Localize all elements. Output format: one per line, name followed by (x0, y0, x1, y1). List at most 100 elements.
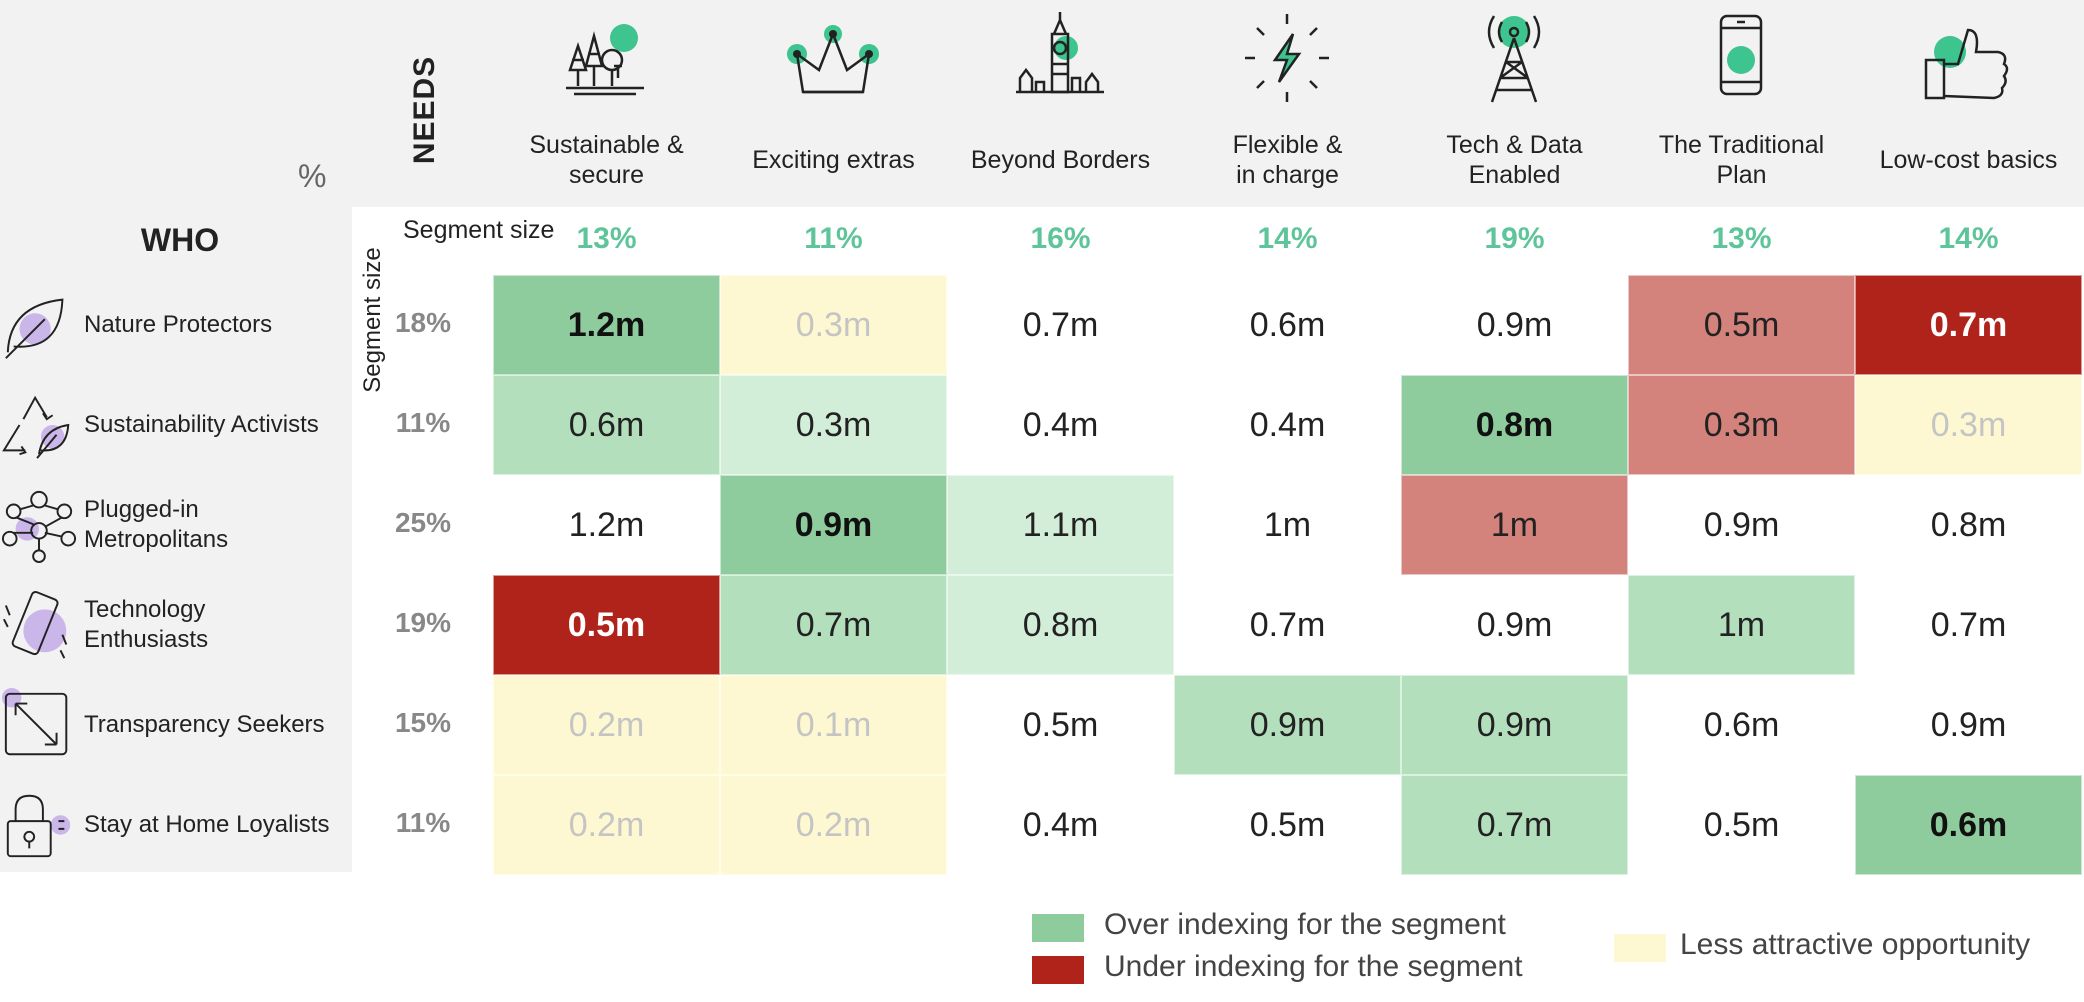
heatmap-cell: 1.2m (493, 275, 720, 375)
column-segment-size: 13% (576, 222, 637, 255)
heatmap-cell: 0.9m (1401, 575, 1628, 675)
heatmap-cell: 0.7m (1855, 575, 2082, 675)
legend-swatch (1614, 934, 1666, 962)
heatmap-cell: 0.9m (1628, 475, 1855, 575)
heatmap-cell: 1m (1628, 575, 1855, 675)
column-header: Sustainable & secure (493, 8, 720, 208)
row-label-line: Sustainability Activists (84, 411, 319, 438)
column-segment-size: 14% (1938, 222, 1999, 255)
segment-size-label: Segment size (403, 216, 555, 244)
recycle-leaf-icon (0, 385, 78, 465)
heatmap-cell: 0.9m (1401, 275, 1628, 375)
row-segment-size: 18% (394, 307, 452, 338)
leaf-icon (0, 285, 78, 365)
heatmap-cell: 0.1m (720, 675, 947, 775)
heatmap-cell: 0.8m (1855, 475, 2082, 575)
row-segment-size: 11% (395, 407, 451, 438)
row-label-line: Plugged-in (84, 496, 199, 523)
smartphone-icon (0, 585, 78, 665)
legend-swatch (1032, 956, 1084, 984)
column-label-line: secure (568, 161, 645, 189)
heatmap-cell: 0.5m (493, 575, 720, 675)
row-segment-size: 15% (394, 707, 452, 738)
big-ben-icon (1010, 8, 1110, 138)
heatmap-cell: 0.6m (1628, 675, 1855, 775)
column-header: Flexible & in charge (1174, 8, 1401, 208)
forest-icon (556, 8, 656, 138)
legend-label: Over indexing for the segment (1104, 908, 1506, 941)
row-header: Plugged-in Metropolitans (0, 475, 352, 575)
column-label-line: The Traditional (1658, 131, 1825, 159)
column-label-line: Tech & Data (1446, 131, 1583, 159)
heatmap-cell: 0.7m (1855, 275, 2082, 375)
legend-label: Less attractive opportunity (1680, 928, 2031, 961)
who-label: WHO (140, 222, 220, 258)
thumbs-up-icon (1918, 8, 2018, 138)
legend-swatch (1032, 914, 1084, 942)
heatmap-cell: 0.9m (1855, 675, 2082, 775)
legend-label: Under indexing for the segment (1104, 950, 1523, 983)
column-segment-size: 13% (1711, 222, 1772, 255)
heatmap-cell: 1m (1401, 475, 1628, 575)
heatmap-cell: 0.3m (1628, 375, 1855, 475)
heatmap-cell: 0.3m (1855, 375, 2082, 475)
header-background (0, 0, 2084, 207)
column-label-line: Flexible & (1232, 131, 1343, 159)
heatmap-cell: 0.8m (947, 575, 1174, 675)
column-label: Beyond Borders (947, 145, 1174, 175)
column-label: Sustainable & secure (493, 130, 720, 190)
column-segment-size: 11% (804, 222, 863, 255)
heatmap-cell: 0.5m (947, 675, 1174, 775)
needs-label: NEEDS (400, 55, 450, 165)
column-segment-size: 14% (1257, 222, 1318, 255)
row-label-line: Metropolitans (84, 526, 229, 553)
heatmap-cell: 0.2m (493, 775, 720, 875)
padlock-icon (0, 785, 78, 865)
row-label: Technology Enthusiasts (84, 575, 208, 675)
column-label-line: Exciting extras (752, 146, 915, 174)
heatmap-cell: 0.9m (1401, 675, 1628, 775)
needs-label-text: NEEDS (408, 55, 441, 165)
row-header-background (0, 207, 352, 872)
column-label: Low-cost basics (1855, 145, 2082, 175)
column-header: The Traditional Plan (1628, 8, 1855, 208)
column-label: The Traditional Plan (1628, 130, 1855, 190)
heatmap-cell: 0.2m (493, 675, 720, 775)
column-label: Exciting extras (720, 145, 947, 175)
heatmap-cell: 0.2m (720, 775, 947, 875)
column-header: Beyond Borders (947, 8, 1174, 208)
antenna-tower-icon (1464, 8, 1564, 138)
heatmap-cell: 1m (1174, 475, 1401, 575)
row-header: Stay at Home Loyalists (0, 775, 352, 875)
row-label: Stay at Home Loyalists (84, 775, 329, 875)
crown-icon (783, 8, 883, 138)
row-segment-size: 11% (395, 807, 451, 838)
row-label-line: Transparency Seekers (84, 711, 325, 738)
column-header: Low-cost basics (1855, 8, 2082, 208)
heatmap-cell: 1.1m (947, 475, 1174, 575)
heatmap-cell: 0.4m (947, 375, 1174, 475)
heatmap-cell: 0.4m (947, 775, 1174, 875)
column-label: Flexible & in charge (1174, 130, 1401, 190)
row-label-line: Technology (84, 596, 206, 623)
row-header: Nature Protectors (0, 275, 352, 375)
column-label-line: Low-cost basics (1879, 146, 2058, 174)
heatmap-cell: 0.6m (493, 375, 720, 475)
column-segment-size: 19% (1484, 222, 1545, 255)
row-segment-size: 19% (394, 607, 452, 638)
row-label: Plugged-in Metropolitans (84, 475, 228, 575)
heatmap-cell: 0.3m (720, 275, 947, 375)
row-header: Transparency Seekers (0, 675, 352, 775)
column-header: Tech & Data Enabled (1401, 8, 1628, 208)
lightning-icon (1237, 8, 1337, 138)
network-people-icon (0, 485, 78, 565)
heatmap-cell: 0.9m (720, 475, 947, 575)
row-segment-size: 25% (394, 507, 452, 538)
column-label-line: Enabled (1468, 161, 1561, 189)
row-label-line: Stay at Home Loyalists (84, 811, 330, 838)
column-label-line: Sustainable & (529, 131, 684, 159)
heatmap-cell: 0.7m (1174, 575, 1401, 675)
heatmap-cell: 0.7m (1401, 775, 1628, 875)
heatmap-cell: 0.7m (947, 275, 1174, 375)
